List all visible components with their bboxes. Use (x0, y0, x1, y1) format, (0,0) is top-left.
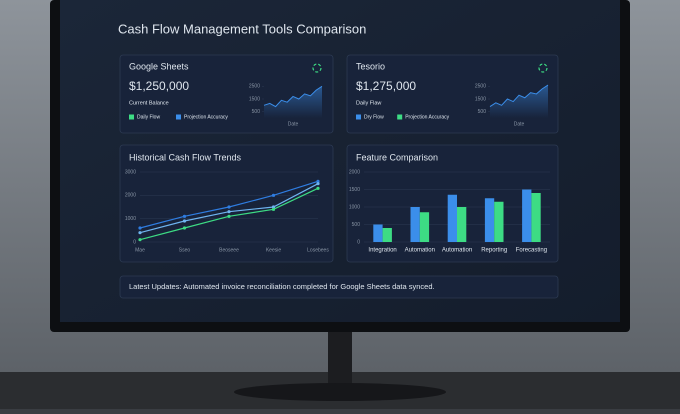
bar (522, 189, 532, 242)
amount: $1,250,000 (129, 79, 189, 93)
bar (494, 201, 504, 242)
legend-swatch (176, 114, 181, 120)
bar (419, 212, 430, 242)
y-tick-label: 0 (357, 239, 360, 245)
status-icon (312, 63, 322, 73)
tool-name: Tesorio (356, 61, 385, 71)
y-tick-label: 2500 (249, 84, 260, 90)
x-tick-label: Automation (405, 248, 435, 254)
area (264, 86, 322, 118)
x-tick-label: Beoseee (219, 247, 239, 253)
point (271, 207, 276, 211)
caption: Daily Flaw (356, 100, 381, 106)
bar (410, 207, 420, 242)
bar (457, 207, 467, 242)
point (316, 186, 320, 190)
y-tick-label: 500 (252, 109, 261, 115)
bar (531, 193, 541, 242)
card-header: Google Sheets $1,250,000 Current Balance… (129, 61, 548, 106)
y-tick-label: 1500 (475, 96, 486, 102)
stand-base (234, 383, 446, 401)
x-tick-label: Automation (442, 248, 472, 254)
y-tick-label: 1000 (349, 204, 360, 210)
point (138, 231, 142, 235)
legend-label: Daily Flow (137, 114, 160, 120)
status-icon (538, 63, 548, 73)
y-tick-label: 1500 (249, 96, 260, 102)
legend-swatch (397, 114, 403, 120)
x-tick-label: Losebees (307, 247, 329, 253)
point (182, 226, 187, 230)
dashboard-title: Cash Flow Management Tools Comparison (118, 21, 366, 36)
y-tick-label: 2500 (475, 84, 486, 90)
point (138, 238, 142, 242)
chart-title: Historical Cash Flow Trends (129, 152, 242, 162)
point (271, 193, 276, 197)
update-bar (119, 275, 559, 299)
x-tick-label: Integration (368, 248, 396, 254)
y-tick-label: 3000 (125, 169, 136, 175)
x-tick-label: Sseo (179, 247, 191, 253)
stand-neck (328, 328, 352, 386)
point (271, 205, 276, 209)
caption: Current Balance (129, 100, 169, 106)
legend-label: Projection Accuracy (405, 114, 449, 120)
x-tick-label: Keesie (266, 247, 282, 253)
point (138, 226, 142, 230)
point (227, 210, 231, 214)
y-tick-label: 500 (478, 109, 487, 115)
y-tick-label: 2000 (349, 169, 360, 175)
y-tick-label: 0 (133, 239, 136, 245)
point (227, 205, 231, 209)
amount: $1,275,000 (356, 79, 416, 93)
point (227, 214, 231, 218)
y-tick-label: 500 (352, 222, 361, 228)
bar (484, 198, 495, 242)
line (489, 84, 549, 108)
card (119, 144, 334, 263)
tool-name: Google Sheets (129, 61, 189, 71)
update-text: Latest Updates: Automated invoice reconc… (129, 282, 435, 291)
x-tick-label: Forecasting (516, 248, 547, 254)
chart-title: Feature Comparison (356, 152, 438, 162)
panels (119, 54, 559, 299)
x-axis-label: Date (514, 121, 525, 127)
x-tick-label: Mae (135, 247, 145, 253)
legend-label: Projection Accuracy (184, 114, 228, 120)
bar (447, 194, 457, 242)
x-tick-label: Reporting (481, 248, 507, 254)
point (182, 214, 187, 218)
line (263, 85, 323, 108)
legend-label: Dry Flow (364, 114, 384, 120)
y-tick-label: 2000 (125, 193, 136, 199)
legend-swatch (129, 114, 134, 120)
bar (382, 228, 392, 242)
point (316, 179, 320, 183)
point (316, 182, 320, 186)
y-tick-label: 1000 (125, 216, 136, 222)
x-axis-label: Date (288, 121, 299, 127)
legend-swatch (356, 114, 361, 120)
point (182, 219, 187, 223)
bar (373, 224, 383, 242)
y-tick-label: 1500 (349, 187, 360, 193)
